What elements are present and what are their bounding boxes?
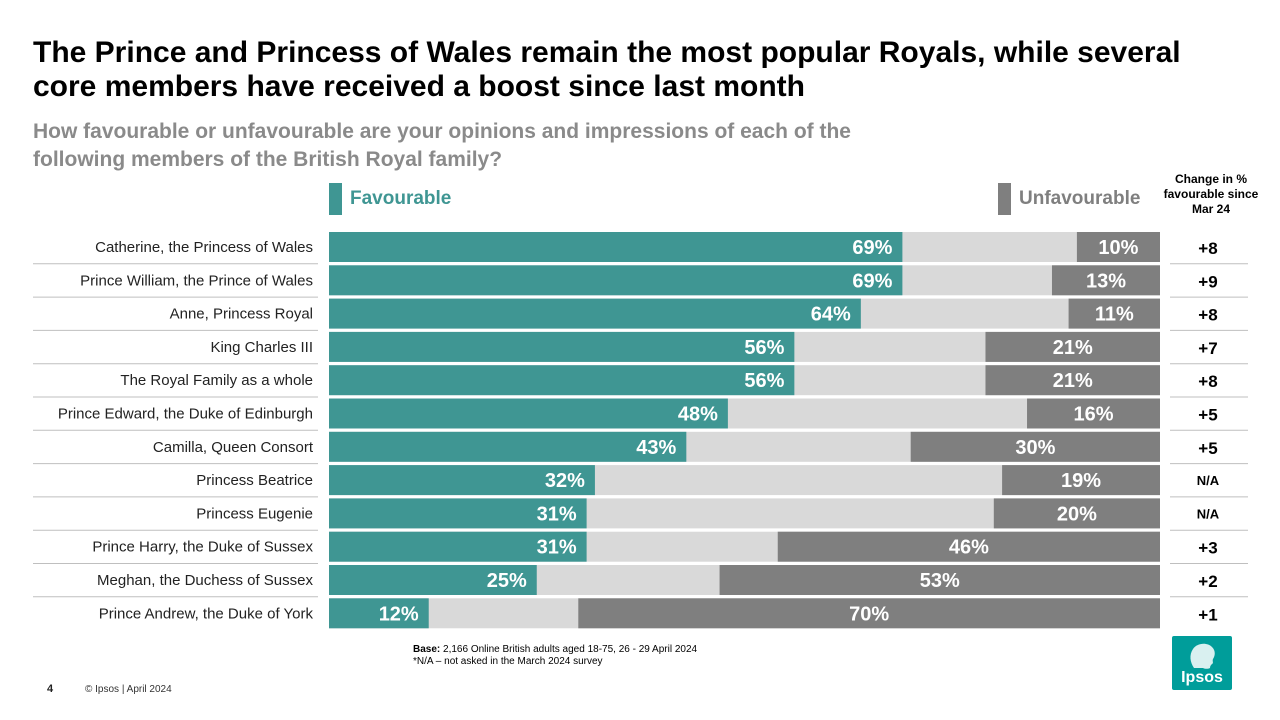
category-label: Prince Andrew, the Duke of York xyxy=(99,605,314,622)
legend-favourable-swatch xyxy=(329,183,342,215)
favourable-value-label: 43% xyxy=(636,437,676,459)
change-value: +9 xyxy=(1198,272,1217,291)
favourable-value-label: 48% xyxy=(678,404,718,426)
change-value: +5 xyxy=(1198,406,1217,425)
unfavourable-value-label: 53% xyxy=(920,570,960,592)
favourable-bar xyxy=(329,331,795,362)
change-value: +8 xyxy=(1198,239,1217,258)
favourable-value-label: 31% xyxy=(537,537,577,559)
head-silhouette-icon xyxy=(1190,643,1215,669)
legend-unfavourable: Unfavourable xyxy=(998,183,1140,215)
unfavourable-bar xyxy=(777,531,1160,562)
unfavourable-bar xyxy=(1076,232,1160,262)
favourable-value-label: 31% xyxy=(537,503,577,525)
change-value: N/A xyxy=(1197,473,1220,488)
category-label: Anne, Princess Royal xyxy=(170,306,313,323)
change-value: N/A xyxy=(1197,506,1220,521)
question-subtitle: How favourable or unfavourable are your … xyxy=(33,120,851,171)
unfavourable-bar xyxy=(1051,265,1160,296)
unfavourable-bar xyxy=(910,431,1160,462)
legend-favourable-label: Favourable xyxy=(350,188,452,209)
unfavourable-bar xyxy=(719,565,1160,595)
unfavourable-bar xyxy=(985,365,1160,396)
legend-favourable: Favourable xyxy=(329,183,451,215)
unfavourable-bar xyxy=(578,598,1160,629)
favourable-value-label: 56% xyxy=(744,370,784,392)
base-label: Base: xyxy=(413,644,441,655)
change-value: +7 xyxy=(1198,339,1217,358)
base-text: 2,166 Online British adults aged 18-75, … xyxy=(440,644,698,655)
category-label: King Charles III xyxy=(210,339,313,356)
unfavourable-value-label: 19% xyxy=(1061,470,1101,492)
category-label: Prince Edward, the Duke of Edinburgh xyxy=(58,406,313,423)
unfavourable-value-label: 30% xyxy=(1015,437,1055,459)
category-label: Princess Eugenie xyxy=(196,505,313,522)
change-value: +1 xyxy=(1198,605,1217,624)
favourable-bar xyxy=(329,398,728,429)
legend-unfavourable-swatch xyxy=(998,183,1011,215)
unfavourable-bar xyxy=(1068,298,1160,329)
category-label: Prince William, the Prince of Wales xyxy=(80,272,313,289)
favourable-value-label: 12% xyxy=(379,603,419,625)
unfavourable-value-label: 21% xyxy=(1053,337,1093,359)
unfavourable-bar xyxy=(1002,465,1160,496)
favourable-value-label: 64% xyxy=(811,304,851,326)
ipsos-logo: Ipsos xyxy=(1172,636,1232,690)
favourable-bar xyxy=(329,498,587,529)
favourable-bar xyxy=(329,465,595,496)
category-label: Princess Beatrice xyxy=(196,472,313,489)
change-value: +5 xyxy=(1198,439,1217,458)
unfavourable-bar xyxy=(993,498,1160,529)
category-label: Meghan, the Duchess of Sussex xyxy=(97,572,313,589)
unfavourable-value-label: 46% xyxy=(949,537,989,559)
unfavourable-value-label: 10% xyxy=(1098,237,1138,259)
unfavourable-value-label: 70% xyxy=(849,603,889,625)
favourable-value-label: 32% xyxy=(545,470,585,492)
category-label: Catherine, the Princess of Wales xyxy=(95,239,313,256)
change-value: +8 xyxy=(1198,372,1217,391)
unfavourable-value-label: 16% xyxy=(1074,404,1114,426)
favourable-bar xyxy=(329,298,861,329)
page-title: The Prince and Princess of Wales remain … xyxy=(33,36,1181,103)
favourable-bar xyxy=(329,265,903,296)
favourable-bar xyxy=(329,232,903,262)
na-note: *N/A – not asked in the March 2024 surve… xyxy=(413,656,603,667)
page-number: 4 xyxy=(47,683,54,695)
unfavourable-bar xyxy=(1027,398,1160,429)
favourable-bar xyxy=(329,598,429,629)
footnote: Base: 2,166 Online British adults aged 1… xyxy=(413,644,697,668)
change-value: +2 xyxy=(1198,572,1217,591)
unfavourable-value-label: 11% xyxy=(1095,304,1134,326)
category-label: Prince Harry, the Duke of Sussex xyxy=(92,539,313,556)
favourable-value-label: 69% xyxy=(852,270,892,292)
favourable-value-label: 56% xyxy=(744,337,784,359)
change-value: +8 xyxy=(1198,306,1217,325)
category-label: The Royal Family as a whole xyxy=(120,372,313,389)
unfavourable-value-label: 20% xyxy=(1057,503,1097,525)
favourable-value-label: 25% xyxy=(487,570,527,592)
unfavourable-bar xyxy=(985,331,1160,362)
logo-text: Ipsos xyxy=(1181,669,1223,686)
unfavourable-value-label: 21% xyxy=(1053,370,1093,392)
copyright: © Ipsos | April 2024 xyxy=(85,684,172,695)
favourable-bar xyxy=(329,365,795,396)
favourable-bar xyxy=(329,531,587,562)
unfavourable-value-label: 13% xyxy=(1086,270,1126,292)
change-value: +3 xyxy=(1198,539,1217,558)
favourable-bar xyxy=(329,565,537,595)
category-label: Camilla, Queen Consort xyxy=(153,439,314,456)
change-column-header: Change in % favourable since Mar 24 xyxy=(1163,172,1259,216)
legend-unfavourable-label: Unfavourable xyxy=(1019,188,1141,209)
favourable-value-label: 69% xyxy=(852,237,892,259)
favourable-bar xyxy=(329,431,687,462)
